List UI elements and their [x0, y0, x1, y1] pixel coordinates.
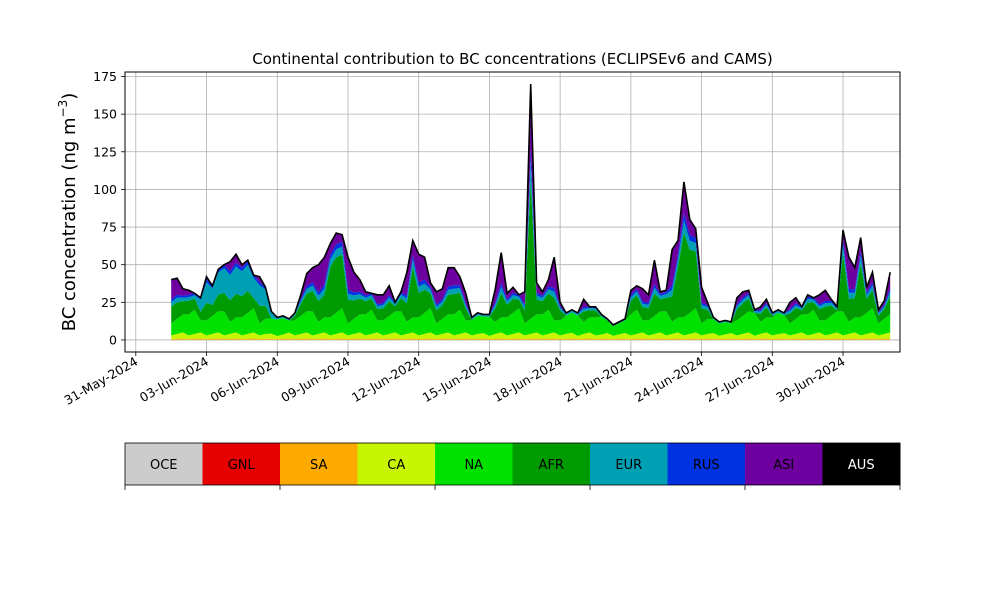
- area-afr: [171, 181, 891, 327]
- colorbar-label-eur: EUR: [615, 458, 642, 473]
- x-tick-label: 15-Jun-2024: [420, 354, 494, 405]
- colorbar-swatch-eur: [590, 443, 668, 485]
- y-axis-label-end: ): [59, 93, 80, 100]
- colorbar-label-asi: ASI: [773, 458, 794, 473]
- colorbar-frame: [124, 442, 901, 486]
- colorbar-swatch-afr: [512, 443, 591, 485]
- colorbar-swatch-ca: [357, 443, 436, 485]
- colorbar-swatch-na: [435, 443, 513, 485]
- y-tick-label: 75: [101, 220, 117, 235]
- y-tick-label: 150: [93, 107, 117, 122]
- plot-area-frame: [124, 71, 901, 353]
- y-axis-label-main: BC concentration (ng m: [59, 117, 80, 331]
- chart-title: Continental contribution to BC concentra…: [252, 50, 773, 68]
- area-sa: [171, 338, 891, 340]
- colorbar-label-rus: RUS: [693, 458, 720, 473]
- colorbar-swatch-asi: [745, 443, 823, 485]
- y-tick-label: 175: [93, 69, 117, 84]
- x-tick-label: 30-Jun-2024: [773, 354, 847, 405]
- area-ca: [171, 332, 891, 340]
- colorbar-label-oce: OCE: [150, 458, 178, 473]
- colorbar-label-gnl: GNL: [228, 458, 256, 473]
- area-na: [171, 308, 891, 336]
- category-colorbar-legend: OCE GNL SA CA NA AFR EUR RUS ASI AUS: [124, 442, 901, 490]
- stacked-area-series: [171, 83, 891, 340]
- y-tick-label: 25: [101, 295, 117, 310]
- x-tick-label: 21-Jun-2024: [561, 354, 635, 405]
- x-tick-label: 18-Jun-2024: [490, 354, 564, 405]
- colorbar-swatch-aus: [822, 443, 901, 485]
- y-axis-label-superscript: −3: [56, 100, 70, 118]
- x-tick-label: 03-Jun-2024: [137, 354, 211, 405]
- y-axis: 0 25 50 75 100 125 150 175: [93, 69, 125, 347]
- colorbar-label-na: NA: [464, 458, 483, 473]
- colorbar-label-aus: AUS: [848, 458, 875, 473]
- total-line: [171, 83, 891, 326]
- colorbar-swatch-rus: [667, 443, 746, 485]
- colorbar-swatch-sa: [280, 443, 358, 485]
- x-tick-label: 24-Jun-2024: [632, 354, 706, 405]
- x-tick-label: 12-Jun-2024: [349, 354, 423, 405]
- y-tick-label: 50: [101, 257, 117, 272]
- x-tick-label: 31-May-2024: [61, 354, 140, 408]
- y-tick-label: 0: [109, 332, 117, 347]
- y-tick-label: 100: [93, 182, 117, 197]
- x-tick-label: 27-Jun-2024: [703, 354, 777, 405]
- colorbar-label-sa: SA: [310, 458, 327, 473]
- colorbar-label-ca: CA: [387, 458, 405, 473]
- colorbar-swatch-oce: [125, 443, 203, 485]
- y-axis-label: BC concentration (ng m−3): [56, 93, 80, 332]
- grid-lines: [125, 72, 900, 352]
- colorbar-swatch-gnl: [202, 443, 281, 485]
- x-tick-label: 06-Jun-2024: [208, 354, 282, 405]
- colorbar-label-afr: AFR: [539, 458, 564, 473]
- y-tick-label: 125: [93, 144, 117, 159]
- area-asi: [171, 84, 891, 325]
- x-tick-label: 09-Jun-2024: [278, 354, 352, 405]
- x-axis: 31-May-202403-Jun-202406-Jun-202409-Jun-…: [61, 352, 848, 408]
